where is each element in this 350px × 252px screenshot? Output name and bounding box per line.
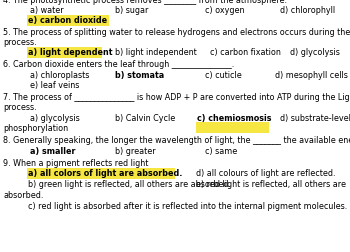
- Text: b) green light is reflected, all others are absorbed.: b) green light is reflected, all others …: [28, 179, 231, 188]
- Text: c) cuticle: c) cuticle: [205, 71, 242, 80]
- Bar: [27, 168, 175, 179]
- Text: 5. The process of splitting water to release hydrogens and electrons occurs duri: 5. The process of splitting water to rel…: [3, 28, 350, 37]
- Text: a) water: a) water: [30, 6, 64, 15]
- Text: e) red light is reflected, all others are: e) red light is reflected, all others ar…: [196, 179, 346, 188]
- Text: b) Calvin Cycle: b) Calvin Cycle: [115, 114, 175, 122]
- Text: e) carbon dioxide: e) carbon dioxide: [28, 16, 107, 25]
- Text: c) chemiosmosis: c) chemiosmosis: [197, 114, 272, 122]
- Text: d) glycolysis: d) glycolysis: [290, 48, 340, 57]
- Text: phosphorylation: phosphorylation: [3, 123, 68, 133]
- Text: d) all colours of light are reflected.: d) all colours of light are reflected.: [196, 168, 336, 177]
- Text: a) light dependent: a) light dependent: [28, 48, 112, 57]
- Text: a) all colors of light are absorbed.: a) all colors of light are absorbed.: [28, 168, 182, 177]
- Text: d) substrate-level: d) substrate-level: [280, 114, 350, 122]
- Text: 4. The photosynthetic process removes ________ from the atmosphere.: 4. The photosynthetic process removes __…: [3, 0, 287, 5]
- Text: process.: process.: [3, 38, 37, 47]
- Text: c) carbon fixation: c) carbon fixation: [210, 48, 281, 57]
- Text: 9. When a pigment reflects red light: 9. When a pigment reflects red light: [3, 158, 148, 167]
- Text: a) glycolysis: a) glycolysis: [30, 114, 80, 122]
- Text: a) smaller: a) smaller: [30, 146, 76, 155]
- Text: b) light independent: b) light independent: [115, 48, 197, 57]
- Text: 8. Generally speaking, the longer the wavelength of light, the _______ the avail: 8. Generally speaking, the longer the wa…: [3, 136, 350, 144]
- Text: a) chloroplasts: a) chloroplasts: [30, 71, 89, 80]
- Text: 6. Carbon dioxide enters the leaf through _______________.: 6. Carbon dioxide enters the leaf throug…: [3, 60, 234, 69]
- Text: e) leaf veins: e) leaf veins: [30, 81, 79, 90]
- Text: 7. The process of _______________ is how ADP + P are converted into ATP during t: 7. The process of _______________ is how…: [3, 93, 350, 102]
- Bar: [27, 48, 102, 59]
- Text: c) same: c) same: [205, 146, 237, 155]
- Text: absorbed.: absorbed.: [3, 190, 43, 199]
- Text: b) sugar: b) sugar: [115, 6, 148, 15]
- Text: d) mesophyll cells: d) mesophyll cells: [275, 71, 348, 80]
- Bar: [27, 16, 109, 27]
- Text: c) red light is absorbed after it is reflected into the internal pigment molecul: c) red light is absorbed after it is ref…: [28, 201, 347, 210]
- Text: b) stomata: b) stomata: [115, 71, 164, 80]
- Text: b) greater: b) greater: [115, 146, 156, 155]
- Bar: [196, 122, 269, 134]
- Text: c) oxygen: c) oxygen: [205, 6, 245, 15]
- Text: d) chlorophyll: d) chlorophyll: [280, 6, 335, 15]
- Text: process.: process.: [3, 103, 37, 112]
